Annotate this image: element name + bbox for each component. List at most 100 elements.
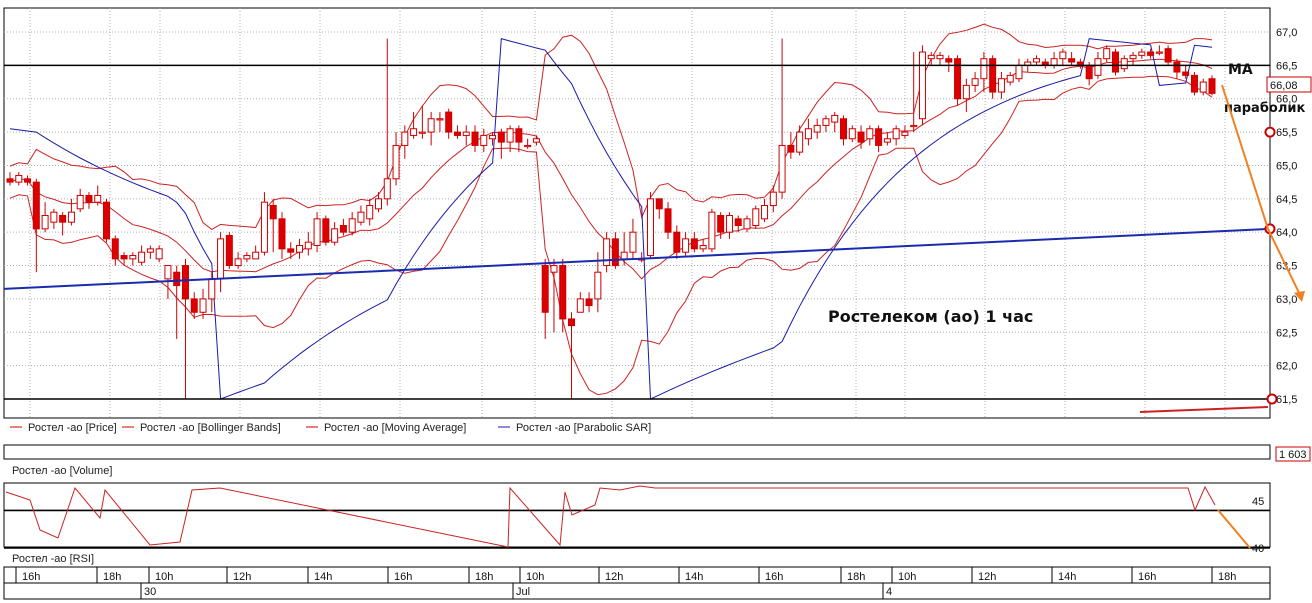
- rsi-tick-label: 45: [1252, 496, 1264, 508]
- candle-body: [743, 218, 751, 230]
- candle-body: [32, 181, 40, 230]
- candle-body: [103, 201, 111, 240]
- candle-body: [813, 124, 821, 133]
- candle-body: [1129, 54, 1137, 60]
- forecast-arrow-1: [1221, 84, 1269, 230]
- bollinger-upper: [9, 23, 1213, 230]
- price-tick-label: 63,0: [1276, 294, 1297, 306]
- candle-body: [699, 245, 707, 250]
- candle-body: [471, 131, 479, 146]
- candle-body: [436, 118, 444, 121]
- candle-body: [708, 211, 716, 250]
- candle-body: [374, 198, 382, 210]
- candle-body: [857, 131, 865, 143]
- candle-body: [585, 298, 593, 307]
- candle-body: [673, 231, 681, 253]
- candle-body: [322, 218, 330, 243]
- candle-body: [269, 204, 277, 220]
- price-tick-label: 64,5: [1276, 194, 1297, 206]
- price-tick-label: 66,0: [1276, 94, 1297, 106]
- candle-body: [971, 78, 979, 86]
- candle-body: [804, 128, 812, 140]
- candle-body: [1120, 58, 1128, 70]
- bollinger-lower-line: [9, 75, 1213, 396]
- candle-body: [646, 198, 654, 257]
- candle-body: [462, 131, 470, 136]
- candle-body: [208, 278, 216, 300]
- candle-body: [682, 238, 690, 253]
- candle-body: [59, 215, 67, 223]
- volume-label: 1 603: [1279, 449, 1307, 461]
- candle-body: [936, 54, 944, 60]
- parabolic-sar-line: [9, 38, 1213, 400]
- bollinger-upper-line: [9, 23, 1213, 230]
- candle-body: [725, 215, 733, 233]
- candle-body: [1094, 58, 1102, 76]
- candle-body: [1015, 64, 1023, 80]
- candle-body: [480, 134, 488, 146]
- time-label: 18h: [847, 571, 865, 583]
- forecast-arrow-2: [1267, 228, 1303, 300]
- candle-body: [620, 251, 628, 260]
- forecast-arrows: [1221, 84, 1305, 302]
- price-pane: [3, 7, 1271, 419]
- price-tick-label: 64,0: [1276, 227, 1297, 239]
- forecast-arrowhead: [1294, 290, 1305, 302]
- price-tick-label: 62,5: [1276, 327, 1297, 339]
- candle-body: [1138, 51, 1146, 56]
- candle-body: [875, 128, 883, 146]
- candle-body: [1173, 61, 1181, 73]
- candle-body: [690, 238, 698, 250]
- candle-body: [1208, 78, 1216, 94]
- candle-body: [225, 235, 233, 267]
- ma-annotation: МА: [1228, 62, 1253, 78]
- candle-body: [1164, 48, 1172, 63]
- price-marker: [1266, 393, 1278, 405]
- candle-body: [1182, 71, 1190, 76]
- legend: Ростел -ао [Price] Ростел -ао [Bollinger …: [10, 422, 651, 434]
- candle-body: [85, 194, 93, 203]
- time-label: 18h: [475, 571, 493, 583]
- candle-body: [173, 271, 181, 287]
- chart-annotation-title: Ростелеком (ао) 1 час: [828, 307, 1033, 326]
- candle-body: [111, 238, 119, 260]
- candle-body: [304, 241, 312, 250]
- candle-body: [734, 218, 742, 227]
- candle-body: [980, 58, 988, 80]
- candle-body: [445, 111, 453, 133]
- candle-body: [1103, 48, 1111, 60]
- time-label: 16h: [1138, 571, 1156, 583]
- candle-body: [41, 215, 49, 230]
- candle-body: [787, 144, 795, 153]
- candle-body: [629, 231, 637, 253]
- candle-body: [15, 174, 23, 183]
- candle-body: [918, 51, 926, 120]
- rsi-pane-label: Ростел -ао [RSI]: [12, 553, 94, 565]
- candle-body: [550, 265, 558, 273]
- candle-body: [1155, 51, 1163, 54]
- candle-body: [76, 194, 84, 210]
- candle-body: [453, 131, 461, 136]
- candle-body: [848, 128, 856, 140]
- time-label: 18h: [103, 571, 121, 583]
- candle-body: [1190, 74, 1198, 93]
- candle-body: [910, 124, 918, 128]
- rsi-pane: [3, 482, 1271, 548]
- candles: [6, 38, 1216, 399]
- candle-body: [576, 298, 584, 313]
- candle-body: [945, 58, 953, 63]
- candle-body: [146, 248, 154, 253]
- candle-body: [138, 251, 146, 263]
- candle-body: [927, 54, 935, 60]
- rsi-content: 40 45: [4, 485, 1270, 555]
- candle-body: [120, 255, 128, 260]
- candle-body: [339, 225, 347, 233]
- candle-body: [594, 271, 602, 300]
- date-label: Jul: [516, 586, 530, 598]
- candle-body: [866, 128, 874, 140]
- candle-body: [1050, 58, 1058, 66]
- candle-body: [418, 131, 426, 134]
- candle-body: [24, 178, 32, 183]
- volume-tag: [1275, 446, 1311, 462]
- bollinger-lower: [9, 75, 1213, 396]
